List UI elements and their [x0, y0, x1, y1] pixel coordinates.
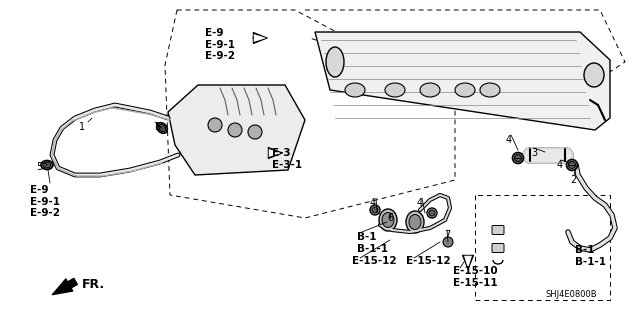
Ellipse shape: [409, 214, 421, 229]
Text: 4: 4: [506, 135, 512, 145]
FancyArrowPatch shape: [268, 147, 282, 159]
Text: 4: 4: [370, 198, 376, 208]
Ellipse shape: [455, 83, 475, 97]
Ellipse shape: [420, 83, 440, 97]
FancyArrowPatch shape: [269, 150, 280, 157]
Text: E-3
E-3-1: E-3 E-3-1: [272, 148, 302, 170]
Ellipse shape: [429, 210, 435, 216]
Ellipse shape: [326, 47, 344, 77]
FancyArrowPatch shape: [254, 34, 265, 41]
Ellipse shape: [427, 208, 437, 218]
Text: E-9
E-9-1
E-9-2: E-9 E-9-1 E-9-2: [30, 185, 60, 218]
Text: 5: 5: [154, 122, 160, 132]
Ellipse shape: [480, 83, 500, 97]
Text: 5: 5: [36, 162, 42, 172]
FancyArrowPatch shape: [253, 33, 268, 44]
Ellipse shape: [43, 162, 51, 168]
Text: 7: 7: [444, 230, 450, 240]
Text: E-15-10
E-15-11: E-15-10 E-15-11: [453, 266, 498, 288]
Text: SHJ4E0800B: SHJ4E0800B: [545, 290, 596, 299]
Ellipse shape: [379, 209, 397, 231]
Ellipse shape: [159, 124, 166, 131]
Text: 6: 6: [387, 213, 393, 223]
Circle shape: [228, 123, 242, 137]
Text: B-1
B-1-1: B-1 B-1-1: [357, 232, 388, 254]
FancyArrowPatch shape: [52, 278, 77, 295]
Text: E-9
E-9-1
E-9-2: E-9 E-9-1 E-9-2: [205, 28, 235, 61]
Ellipse shape: [406, 211, 424, 233]
Text: B-1
B-1-1: B-1 B-1-1: [575, 245, 606, 267]
Circle shape: [208, 118, 222, 132]
Ellipse shape: [513, 152, 524, 164]
Ellipse shape: [566, 160, 577, 170]
FancyBboxPatch shape: [492, 243, 504, 253]
Text: 4: 4: [557, 160, 563, 170]
Ellipse shape: [41, 160, 53, 169]
Ellipse shape: [372, 207, 378, 213]
Ellipse shape: [382, 212, 394, 227]
Ellipse shape: [568, 161, 575, 168]
Polygon shape: [168, 85, 305, 175]
FancyArrowPatch shape: [463, 255, 474, 269]
Text: E-15-12: E-15-12: [406, 256, 451, 266]
Ellipse shape: [385, 83, 405, 97]
Ellipse shape: [157, 123, 167, 133]
Text: 2: 2: [570, 175, 576, 185]
Circle shape: [248, 125, 262, 139]
Ellipse shape: [584, 63, 604, 87]
Text: E-15-12: E-15-12: [352, 256, 397, 266]
Text: FR.: FR.: [82, 278, 105, 291]
Circle shape: [443, 237, 453, 247]
FancyArrowPatch shape: [465, 256, 472, 267]
Text: 4: 4: [417, 198, 423, 208]
Ellipse shape: [515, 154, 522, 161]
FancyBboxPatch shape: [492, 226, 504, 234]
Text: 1: 1: [79, 122, 85, 132]
Text: 3: 3: [531, 148, 537, 158]
Ellipse shape: [345, 83, 365, 97]
Ellipse shape: [370, 205, 380, 215]
Polygon shape: [315, 32, 610, 130]
